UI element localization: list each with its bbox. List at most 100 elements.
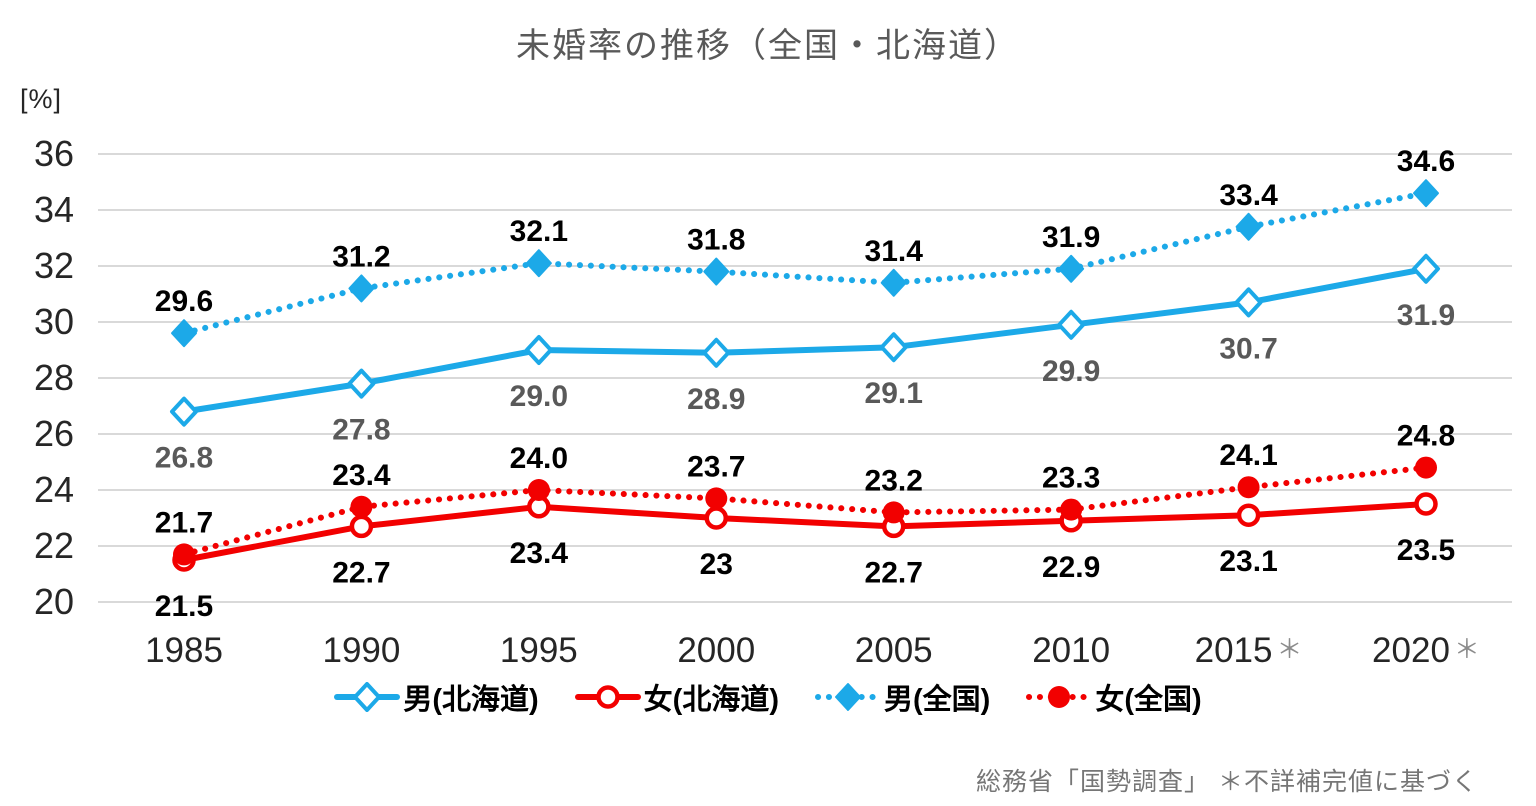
circle-filled-marker [1415,456,1437,479]
data-label-male-national: 32.1 [510,215,568,248]
legend-sample-female-hokkaido [574,685,641,709]
circle-filled-marker [1048,686,1071,708]
diamond-open-marker [702,337,731,368]
data-label-female-hokkaido: 22.7 [332,556,390,589]
x-tick-year: 1995 [500,631,578,670]
circle-open-marker [595,685,620,709]
y-axis-unit-label: [%] [20,84,63,114]
data-label-female-national: 21.7 [155,506,213,539]
x-tick-year: 1990 [322,631,400,670]
legend-item-female-national: 女(全国) [1026,676,1202,718]
x-tick-label: 2005 [855,631,933,670]
x-tick-label: 2015 ＊ [1195,631,1303,670]
diamond-filled-marker [703,257,730,286]
legend-label-male-national: 男(全国) [884,684,991,716]
data-label-male-national: 31.2 [332,240,390,273]
y-tick-label: 30 [34,301,74,342]
circle-filled-marker [350,495,373,518]
data-label-male-hokkaido: 31.9 [1397,299,1455,332]
diamond-open-marker [1412,253,1440,284]
data-label-female-national: 23.4 [332,459,391,492]
x-tick-label: 1985 [145,631,223,670]
circle-filled-marker [527,479,550,501]
diamond-filled-marker [835,683,861,711]
y-tick-label: 20 [34,581,74,622]
circle-filled-marker [1060,498,1083,521]
legend-sample-male-national [815,683,881,711]
data-label-male-hokkaido: 30.7 [1219,332,1277,365]
circle-filled-marker [705,487,728,510]
diamond-filled-marker [171,319,197,348]
data-label-female-hokkaido: 23.1 [1219,545,1277,578]
x-tick-label: 2000 [677,631,755,670]
series-female-national: 21.7 23.4 24.0 23.7 23.2 23.3 24.1 24.8 [155,420,1455,566]
x-tick-label: 2020 ＊ [1372,631,1480,670]
legend-label-female-hokkaido: 女(北海道) [643,684,779,716]
data-label-male-hokkaido: 26.8 [155,442,213,475]
source-note: 総務省「国勢調査」 ＊不詳補完値に基づく [976,768,1478,796]
series-line-female-national [181,464,1429,558]
data-label-male-national: 33.4 [1219,179,1278,212]
series-line-male-hokkaido [181,265,1429,415]
diamond-open-marker [524,335,553,365]
y-tick-label: 24 [34,469,74,510]
data-label-male-national: 31.9 [1042,221,1100,254]
circle-filled-marker [882,501,905,524]
data-label-female-hokkaido: 23.4 [510,537,569,570]
diamond-filled-marker [1235,212,1262,241]
circle-open-marker [704,506,729,530]
circle-filled-marker [173,543,195,566]
data-label-female-hokkaido: 21.5 [155,590,213,623]
data-label-female-national: 24.0 [510,442,568,475]
data-label-female-hokkaido: 22.9 [1042,551,1100,584]
circle-open-marker [1236,503,1261,527]
diamond-open-marker [1057,309,1086,340]
legend-item-female-hokkaido: 女(北海道) [574,676,779,718]
y-axis-ticks: 36 34 32 30 28 26 24 22 20 [34,133,74,622]
data-label-female-national: 23.2 [865,464,923,497]
diamond-open-marker [353,682,382,712]
y-tick-label: 28 [34,357,74,398]
data-label-female-national: 24.8 [1397,420,1455,453]
data-label-male-hokkaido: 28.9 [687,383,745,416]
x-tick-label: 1990 [322,631,400,670]
y-tick-label: 36 [34,133,74,174]
y-tick-label: 32 [34,245,74,286]
data-label-male-hokkaido: 29.1 [865,377,923,410]
legend-label-female-national: 女(全国) [1095,684,1202,716]
series-male-hokkaido: 26.8 27.8 29.0 28.9 29.1 29.9 30.7 31.9 [155,253,1455,475]
chart-title: 未婚率の推移（全国・北海道） [516,27,1020,65]
data-label-male-hokkaido: 27.8 [332,414,390,447]
gridlines [98,153,1512,603]
circle-open-marker [1414,492,1438,516]
data-label-male-hokkaido: 29.0 [510,380,568,413]
legend-item-male-national: 男(全国) [815,676,990,718]
data-label-female-hokkaido: 23.5 [1397,534,1455,567]
y-tick-label: 34 [34,189,74,230]
circle-open-marker [349,514,374,539]
x-tick-label: 1995 [500,631,578,670]
diamond-filled-marker [880,268,907,297]
data-label-male-national: 29.6 [155,285,213,318]
x-tick-year: 2005 [855,631,933,670]
legend-label-male-hokkaido: 男(北海道) [403,684,539,716]
x-tick-year: 2015 [1195,631,1273,670]
data-label-female-national: 23.3 [1042,462,1100,495]
x-tick-note-asterisk: ＊ [1454,634,1480,664]
y-tick-label: 22 [34,525,74,566]
x-tick-label: 2010 [1032,631,1110,670]
data-label-female-national: 24.1 [1219,439,1277,472]
diamond-filled-marker [1413,179,1439,208]
data-label-female-hokkaido: 23 [700,548,733,581]
x-tick-year: 1985 [145,631,223,670]
data-label-female-hokkaido: 22.7 [865,556,923,589]
data-label-male-hokkaido: 29.9 [1042,355,1100,388]
series-female-hokkaido: 21.5 22.7 23.4 23 22.7 22.9 23.1 23.5 [155,492,1455,623]
x-tick-note-asterisk: ＊ [1277,634,1303,664]
x-axis-ticks: 1985 1990 1995 2000 2005 2010 2015 ＊ 2020 ＊ [145,631,1480,670]
x-tick-year: 2020 [1372,631,1450,670]
x-tick-year: 2000 [677,631,755,670]
diamond-open-marker [170,396,198,427]
y-tick-label: 26 [34,413,74,454]
